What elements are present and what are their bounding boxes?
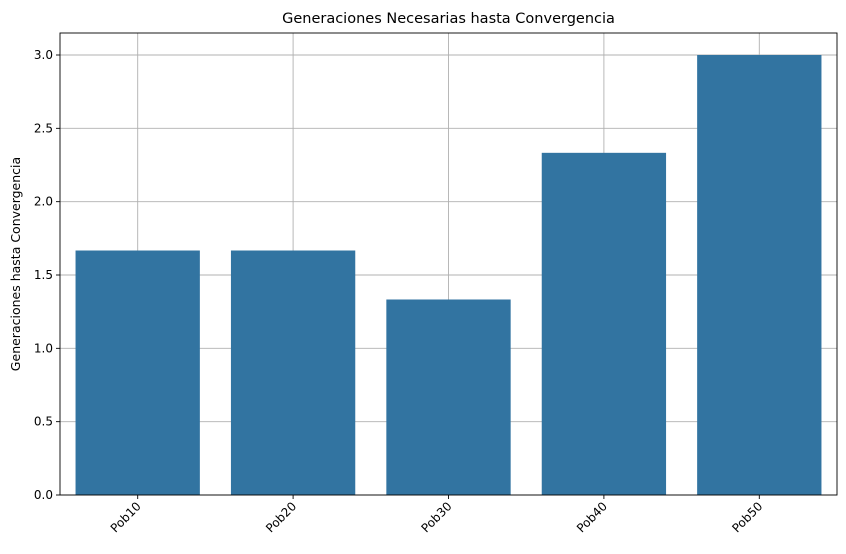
y-tick-label: 1.0 (34, 341, 53, 355)
bar (697, 55, 822, 495)
x-axis: Pob10 Pob20 Pob30 Pob40 Pob50 (108, 495, 765, 535)
bar (386, 299, 511, 495)
bar (75, 250, 200, 495)
chart-title: Generaciones Necesarias hasta Convergenc… (282, 11, 615, 27)
bar (541, 152, 667, 495)
x-tick-label: Pob40 (574, 499, 610, 535)
x-tick-label: Pob50 (729, 499, 765, 535)
y-tick-label: 2.5 (34, 121, 53, 135)
y-axis-label: Generaciones hasta Convergencia (8, 157, 23, 371)
x-tick-label: Pob20 (263, 499, 299, 535)
bars (75, 55, 822, 495)
y-axis: 0.0 0.5 1.0 1.5 2.0 2.5 3.0 (34, 48, 60, 502)
y-tick-label: 1.5 (34, 268, 53, 282)
x-tick-label: Pob10 (108, 499, 144, 535)
x-tick-label: Pob30 (419, 499, 455, 535)
y-tick-label: 0.0 (34, 488, 53, 502)
bar (230, 250, 356, 495)
y-tick-label: 3.0 (34, 48, 53, 62)
y-tick-label: 2.0 (34, 195, 53, 209)
y-tick-label: 0.5 (34, 415, 53, 429)
